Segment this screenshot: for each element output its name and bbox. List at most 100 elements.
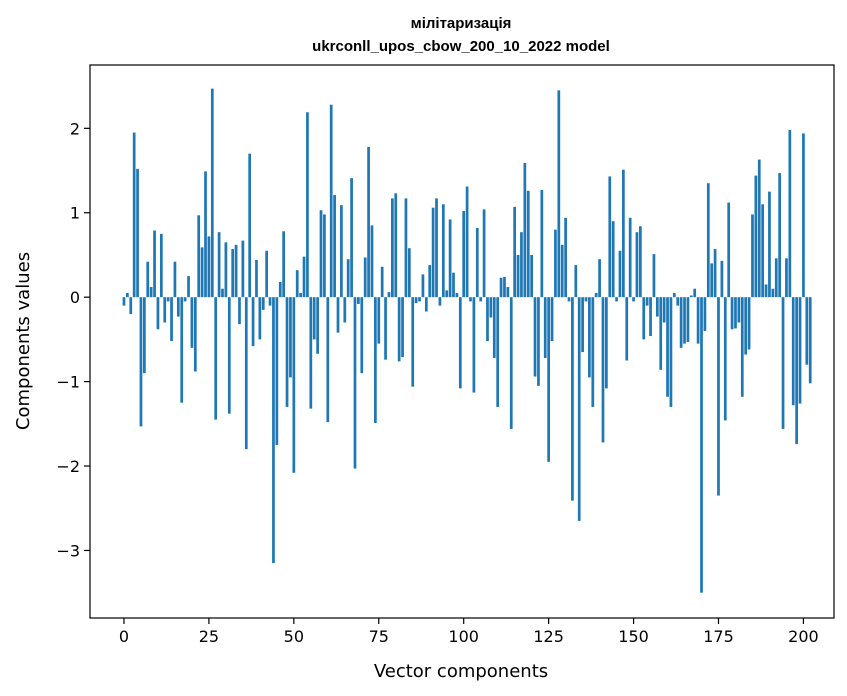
bar bbox=[540, 189, 544, 298]
bar bbox=[350, 178, 353, 298]
bar bbox=[611, 221, 615, 298]
bar bbox=[394, 193, 398, 298]
bar bbox=[217, 232, 221, 298]
bar bbox=[564, 217, 567, 298]
bar bbox=[435, 198, 438, 298]
bar bbox=[367, 146, 370, 298]
x-tick-label: 75 bbox=[369, 627, 389, 646]
bar bbox=[734, 297, 737, 329]
bar bbox=[132, 132, 136, 298]
bar bbox=[156, 297, 160, 330]
bar bbox=[340, 205, 343, 298]
bar bbox=[717, 297, 720, 496]
bar bbox=[747, 297, 751, 350]
bar bbox=[588, 297, 591, 378]
bar bbox=[584, 297, 588, 302]
bar bbox=[489, 297, 493, 318]
bar bbox=[380, 266, 384, 298]
bar bbox=[754, 175, 758, 298]
bar bbox=[499, 277, 503, 298]
bar bbox=[302, 256, 306, 298]
bar bbox=[706, 183, 710, 298]
bar bbox=[448, 219, 452, 298]
bar bbox=[751, 214, 754, 298]
x-tick-label: 150 bbox=[618, 627, 649, 646]
bar bbox=[700, 297, 703, 593]
bar bbox=[227, 297, 231, 414]
bar bbox=[608, 176, 612, 298]
bar bbox=[176, 297, 180, 317]
bar bbox=[200, 247, 204, 298]
bar bbox=[397, 297, 401, 362]
bar bbox=[180, 297, 184, 403]
bar bbox=[601, 297, 605, 443]
bar bbox=[516, 254, 520, 298]
bar bbox=[295, 270, 299, 298]
bar bbox=[333, 195, 336, 298]
bar bbox=[387, 292, 391, 298]
bar bbox=[258, 297, 262, 340]
bar bbox=[503, 276, 506, 298]
bar bbox=[190, 297, 194, 348]
bar bbox=[377, 297, 381, 344]
bar bbox=[475, 227, 479, 298]
bar bbox=[149, 287, 153, 298]
bar bbox=[163, 297, 167, 323]
bar bbox=[571, 297, 574, 501]
bar bbox=[615, 297, 618, 302]
bar bbox=[723, 297, 727, 421]
bar bbox=[183, 297, 187, 302]
bar bbox=[268, 297, 272, 306]
bar bbox=[506, 287, 510, 298]
y-tick-label: 0 bbox=[70, 288, 80, 307]
bar bbox=[482, 209, 486, 298]
bar bbox=[248, 153, 252, 298]
x-tick-label: 0 bbox=[119, 627, 129, 646]
bar bbox=[384, 297, 387, 360]
bar bbox=[238, 297, 241, 325]
bar bbox=[159, 233, 163, 298]
bar bbox=[374, 297, 377, 423]
bar bbox=[445, 290, 449, 298]
x-tick-label: 200 bbox=[788, 627, 819, 646]
bar bbox=[530, 254, 533, 298]
y-tick-label: −2 bbox=[56, 457, 80, 476]
bar bbox=[143, 297, 146, 374]
bar bbox=[418, 297, 421, 302]
bar bbox=[278, 281, 282, 298]
bar bbox=[221, 288, 224, 298]
bar bbox=[306, 112, 309, 298]
bar bbox=[496, 297, 500, 407]
bar bbox=[737, 297, 741, 323]
bar bbox=[727, 202, 731, 298]
bar bbox=[129, 297, 133, 315]
bar bbox=[407, 248, 411, 298]
bar bbox=[391, 198, 394, 298]
bar bbox=[316, 297, 319, 354]
bar bbox=[635, 232, 639, 298]
bar bbox=[414, 297, 418, 304]
bar bbox=[187, 276, 190, 298]
bar bbox=[679, 297, 683, 348]
bar bbox=[639, 226, 642, 298]
bar bbox=[710, 263, 714, 298]
bar bbox=[272, 297, 275, 564]
bar bbox=[231, 249, 235, 298]
bar bbox=[744, 297, 748, 355]
bars-group bbox=[122, 88, 812, 593]
bar bbox=[309, 297, 313, 409]
bar bbox=[326, 297, 330, 423]
bar bbox=[523, 162, 527, 298]
bar bbox=[764, 284, 768, 298]
bar bbox=[312, 297, 316, 340]
y-axis-label: Components values bbox=[13, 252, 34, 430]
bar bbox=[649, 297, 652, 337]
x-axis-label: Vector components bbox=[374, 661, 548, 682]
bar bbox=[214, 297, 218, 420]
bar bbox=[173, 261, 177, 298]
bar bbox=[645, 297, 649, 306]
bar bbox=[224, 242, 228, 298]
bar bbox=[469, 297, 472, 302]
bar bbox=[404, 198, 408, 298]
bar bbox=[241, 240, 245, 298]
